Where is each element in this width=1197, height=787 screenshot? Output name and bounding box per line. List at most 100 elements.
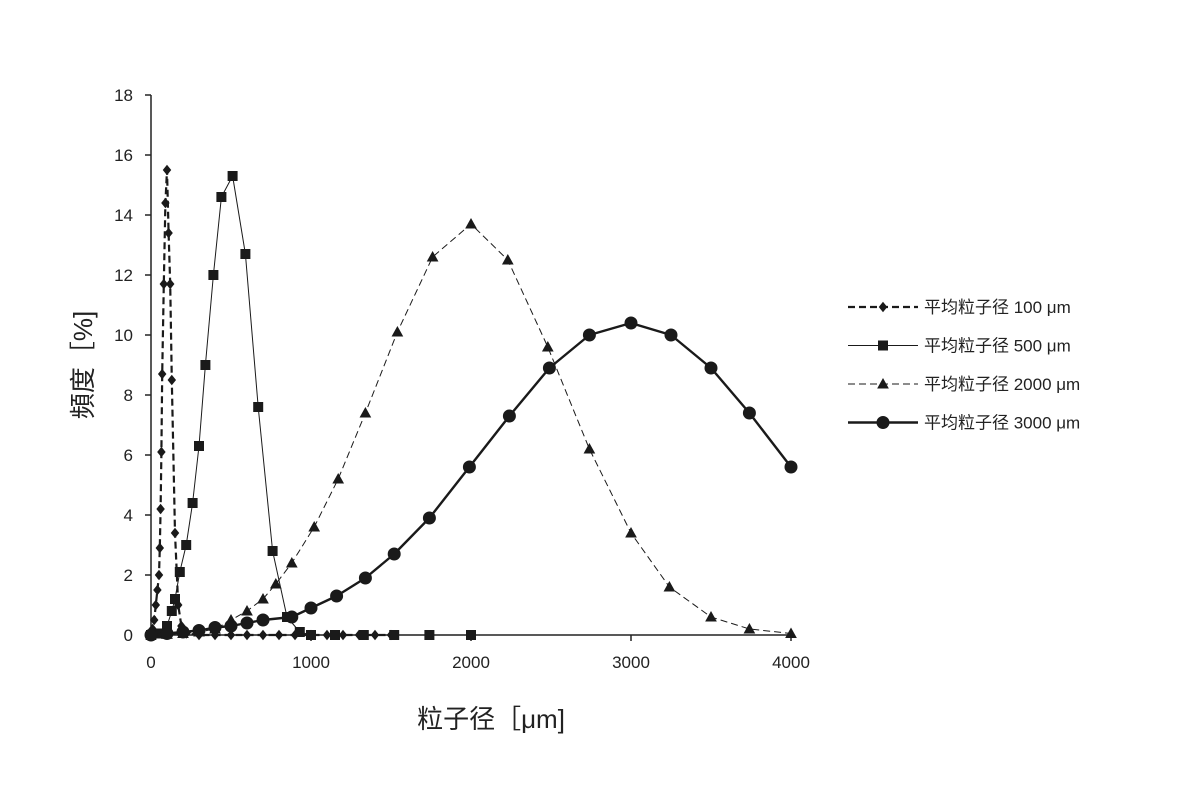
data-point bbox=[242, 606, 252, 615]
y-tick-label: 10 bbox=[114, 326, 133, 345]
x-ticks: 01000200030004000 bbox=[146, 635, 810, 672]
series-2 bbox=[146, 219, 796, 639]
data-point bbox=[307, 631, 316, 640]
x-tick-label: 2000 bbox=[452, 653, 490, 672]
data-point bbox=[257, 614, 269, 626]
data-point bbox=[163, 166, 170, 175]
legend-label: 平均粒子径 500 μm bbox=[924, 337, 1071, 356]
data-point bbox=[466, 219, 476, 228]
data-point bbox=[423, 512, 435, 524]
legend-label: 平均粒子径 2000 μm bbox=[924, 375, 1080, 394]
y-ticks: 024681012141618 bbox=[114, 86, 151, 645]
data-point bbox=[392, 327, 402, 336]
data-point bbox=[241, 617, 253, 629]
legend-marker bbox=[877, 417, 889, 429]
data-point bbox=[467, 631, 476, 640]
y-tick-label: 18 bbox=[114, 86, 133, 105]
data-point bbox=[171, 529, 178, 538]
data-point bbox=[295, 628, 304, 637]
data-point bbox=[331, 590, 343, 602]
data-point bbox=[543, 362, 555, 374]
y-tick-label: 4 bbox=[124, 506, 133, 525]
data-point bbox=[583, 329, 595, 341]
data-point bbox=[171, 595, 180, 604]
y-tick-label: 6 bbox=[124, 446, 133, 465]
data-point bbox=[167, 280, 174, 289]
data-point bbox=[743, 407, 755, 419]
data-point bbox=[305, 602, 317, 614]
y-tick-label: 2 bbox=[124, 566, 133, 585]
y-tick-label: 8 bbox=[124, 386, 133, 405]
data-point bbox=[145, 629, 157, 641]
series-line bbox=[151, 176, 471, 635]
series-1 bbox=[147, 172, 476, 640]
data-point bbox=[744, 624, 754, 633]
x-tick-label: 3000 bbox=[612, 653, 650, 672]
data-point bbox=[177, 626, 189, 638]
data-point bbox=[159, 370, 166, 379]
data-point bbox=[154, 586, 161, 595]
y-tick-label: 0 bbox=[124, 626, 133, 645]
legend-item: 平均粒子径 500 μm bbox=[848, 337, 1071, 356]
data-point bbox=[158, 448, 165, 457]
data-point bbox=[706, 612, 716, 621]
data-point bbox=[188, 499, 197, 508]
data-point bbox=[626, 528, 636, 537]
data-point bbox=[584, 444, 594, 453]
data-point bbox=[243, 631, 250, 640]
data-point bbox=[664, 582, 674, 591]
data-point bbox=[331, 631, 340, 640]
data-point bbox=[209, 622, 221, 634]
data-point bbox=[665, 329, 677, 341]
data-point bbox=[503, 255, 513, 264]
data-point bbox=[241, 250, 250, 259]
data-point bbox=[286, 611, 298, 623]
legend: 平均粒子径 100 μm平均粒子径 500 μm平均粒子径 2000 μm平均粒… bbox=[848, 298, 1080, 433]
data-point bbox=[161, 628, 173, 640]
data-point bbox=[785, 461, 797, 473]
data-point bbox=[167, 607, 176, 616]
data-point bbox=[217, 193, 226, 202]
data-point bbox=[195, 442, 204, 451]
data-point bbox=[287, 558, 297, 567]
data-point bbox=[152, 601, 159, 610]
data-point bbox=[155, 571, 162, 580]
legend-item: 平均粒子径 3000 μm bbox=[848, 414, 1080, 433]
data-point bbox=[157, 505, 164, 514]
series-layer bbox=[145, 166, 797, 642]
data-point bbox=[503, 410, 515, 422]
legend-marker bbox=[879, 341, 888, 350]
data-point bbox=[360, 408, 370, 417]
series-line bbox=[151, 170, 391, 635]
data-point bbox=[268, 547, 277, 556]
data-point bbox=[225, 620, 237, 632]
data-point bbox=[463, 461, 475, 473]
data-point bbox=[209, 271, 218, 280]
data-point bbox=[333, 474, 343, 483]
data-point bbox=[705, 362, 717, 374]
data-point bbox=[156, 544, 163, 553]
plot-area: 01000200030004000 024681012141618 bbox=[114, 86, 810, 672]
data-point bbox=[425, 631, 434, 640]
y-axis-title: 頻度［%] bbox=[68, 311, 98, 419]
x-tick-label: 1000 bbox=[292, 653, 330, 672]
data-point bbox=[543, 342, 553, 351]
data-point bbox=[388, 548, 400, 560]
data-point bbox=[359, 572, 371, 584]
series-3 bbox=[145, 317, 797, 641]
x-axis-title: 粒子径［μm] bbox=[417, 704, 565, 734]
data-point bbox=[254, 403, 263, 412]
y-tick-label: 16 bbox=[114, 146, 133, 165]
data-point bbox=[625, 317, 637, 329]
data-point bbox=[193, 625, 205, 637]
y-tick-label: 14 bbox=[114, 206, 133, 225]
legend-item: 平均粒子径 2000 μm bbox=[848, 375, 1080, 394]
data-point bbox=[182, 541, 191, 550]
data-point bbox=[201, 361, 210, 370]
data-point bbox=[309, 522, 319, 531]
legend-label: 平均粒子径 3000 μm bbox=[924, 414, 1080, 433]
data-point bbox=[228, 172, 237, 181]
x-tick-label: 4000 bbox=[772, 653, 810, 672]
data-point bbox=[275, 631, 282, 640]
